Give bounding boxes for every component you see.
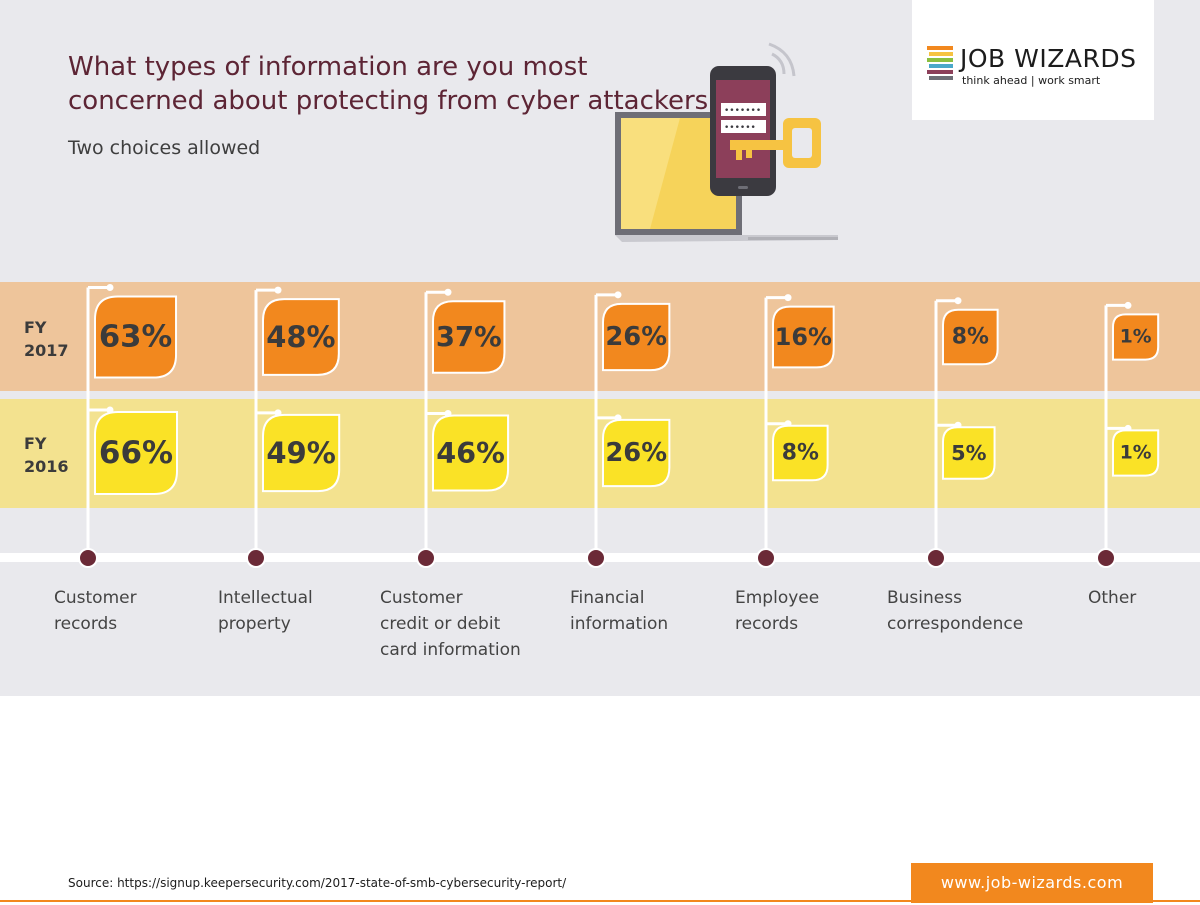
value-badge-2016-other [1112,429,1160,477]
smartphone-icon: ••••••• •••••• [710,66,776,196]
value-badge-2017-intellectual-property [262,298,340,376]
data-label-2016-intellectual-property: 49% [266,436,336,470]
value-badge-2016-employee-records [772,424,829,482]
category-label-other: Other [1088,585,1200,611]
category-label-line: card information [380,640,521,660]
category-label-line: Customer [54,588,137,608]
category-label-employee-records: Employee records [735,585,905,637]
row-label-fy2016-line1: FY [24,434,47,453]
axis-marker-business-correspondence [926,548,946,568]
axis-marker-financial-information [586,548,606,568]
brand-logo: JOB WIZARDS think ahead | work smart [912,0,1154,120]
branch-dot-2017-financial-information [614,291,622,299]
wifi-signal-icon [768,42,796,77]
category-label-line: information [570,614,669,634]
value-badge-2017-business-correspondence [942,308,999,366]
data-label-2017-customer-credit-or-debit-card-information: 37% [436,321,502,353]
data-label-2017-financial-information: 26% [605,322,667,352]
category-label-line: Business [887,588,962,608]
branch-dot-2017-other [1124,301,1132,309]
value-badge-2017-customer-credit-or-debit-card-information [432,300,506,374]
value-badge-2016-financial-information [602,418,671,488]
value-badge-2017-customer-records [94,295,178,379]
value-badge-2016-customer-credit-or-debit-card-information [432,414,510,492]
value-badge-2016-intellectual-property [262,413,341,493]
password-field-1: ••••••• [724,106,761,116]
brand-tagline: think ahead | work smart [962,74,1101,87]
category-label-business-correspondence: Business correspondence [887,585,1057,637]
value-badge-2017-other [1112,313,1160,361]
row-label-fy2017-line2: 2017 [24,341,69,360]
category-label-line: records [735,614,799,634]
data-label-2017-customer-records: 63% [99,320,172,355]
data-label-2016-customer-credit-or-debit-card-information: 46% [436,436,505,470]
category-label-line: credit or debit [380,614,501,634]
branch-dot-2017-intellectual-property [274,286,282,294]
branch-dot-2017-business-correspondence [954,297,962,305]
axis-marker-customer-records [78,548,98,568]
data-label-2016-employee-records: 8% [782,441,819,466]
page-title: What types of information are you most c… [68,52,723,116]
band-fy2017 [0,282,1200,391]
axis-marker-other [1096,548,1116,568]
row-label-fy2017: FY 2017 [24,316,69,362]
branch-dot-2017-customer-credit-or-debit-card-information [444,288,452,296]
password-field-2: •••••• [724,123,756,133]
row-label-fy2016: FY 2016 [24,432,69,478]
source-text: Source: https://signup.keepersecurity.co… [68,876,567,890]
category-label-customer-credit-or-debit-card-information: Customer credit or debit card information [380,585,550,663]
branch-dot-2017-employee-records [784,294,792,302]
category-label-customer-records: Customer records [54,585,224,637]
data-label-2017-other: 1% [1120,327,1152,348]
category-label-line: correspondence [887,614,1024,634]
data-label-2016-customer-records: 66% [99,435,173,471]
value-badge-2017-financial-information [602,302,671,372]
website-link[interactable]: www.job-wizards.com [911,863,1153,903]
row-label-fy2016-line2: 2016 [24,457,69,476]
chart-area: 63% 66% 48% 49% 37% 46% 26% 26% 16% 8% 8% 5% 1% 1% [78,283,1160,568]
category-label-line: Financial [570,588,645,608]
data-label-2016-financial-information: 26% [605,438,667,468]
data-label-2017-business-correspondence: 8% [952,325,989,350]
category-label-line: property [218,614,291,634]
axis-marker-customer-credit-or-debit-card-information [416,548,436,568]
data-label-2017-employee-records: 16% [775,323,832,351]
value-badge-2016-business-correspondence [942,426,996,480]
data-label-2017-intellectual-property: 48% [266,320,335,354]
books-icon [927,46,953,80]
laptop-icon [615,112,838,242]
category-label-line: Employee [735,588,820,608]
axis-marker-employee-records [756,548,776,568]
key-icon [730,118,821,168]
cybersecurity-illustration: ••••••• •••••• [615,42,838,242]
row-label-fy2017-line1: FY [24,318,47,337]
brand-name: JOB WIZARDS [960,44,1137,73]
data-label-2016-business-correspondence: 5% [951,441,987,465]
category-label-line: Other [1088,588,1137,608]
page-subtitle: Two choices allowed [68,137,261,159]
category-label-line: records [54,614,118,634]
data-label-2016-other: 1% [1120,443,1152,464]
category-label-intellectual-property: Intellectual property [218,585,388,637]
category-label-line: Intellectual [218,588,313,608]
axis-marker-intellectual-property [246,548,266,568]
category-label-line: Customer [380,588,463,608]
branch-dot-2017-customer-records [106,283,114,291]
value-badge-2016-customer-records [94,411,178,495]
value-badge-2017-employee-records [772,305,835,369]
footer-rule [0,900,1200,902]
category-label-financial-information: Financial information [570,585,740,637]
